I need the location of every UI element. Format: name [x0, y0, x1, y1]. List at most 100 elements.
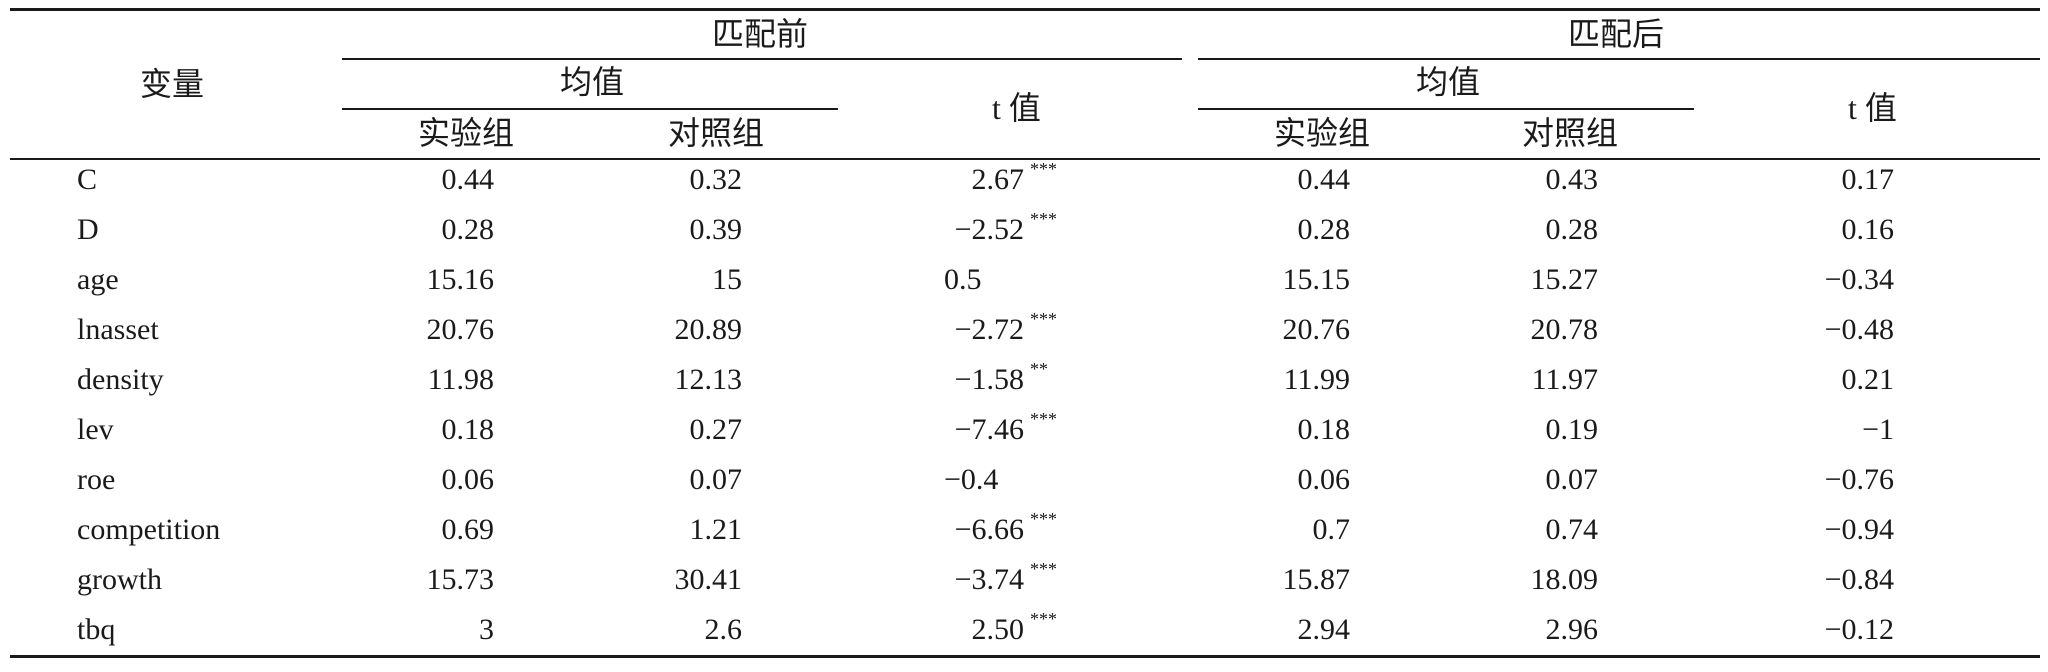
cell-variable: density — [77, 363, 164, 396]
tvalue-number: −1.58 — [954, 363, 1024, 396]
cell-before-tvalue: −3.74 *** — [940, 560, 1057, 596]
bottom-rule — [10, 655, 2040, 658]
cell-after-control: 0.28 — [1545, 213, 1599, 246]
cell-before-control: 0.39 — [689, 213, 743, 246]
header-after-matching: 匹配后 — [1568, 16, 1665, 52]
cell-after-treatment: 15.15 — [1282, 263, 1351, 296]
cell-variable: growth — [77, 563, 162, 596]
cell-after-tvalue: −0.12 — [1824, 613, 1894, 646]
cell-before-treatment: 0.06 — [441, 463, 495, 496]
cell-after-control: 0.07 — [1545, 463, 1599, 496]
cell-after-control: 0.43 — [1545, 163, 1599, 196]
cell-before-treatment: 20.76 — [426, 313, 495, 346]
after-group-rule — [1198, 58, 2040, 60]
header-after-treatment: 实验组 — [1274, 115, 1371, 151]
cell-after-tvalue: −1 — [1862, 413, 1894, 446]
cell-before-tvalue: −0.4 — [944, 465, 1004, 495]
cell-before-control: 0.32 — [689, 163, 743, 196]
header-after-tvalue: t 值 — [1848, 90, 1897, 126]
cell-before-control: 15 — [712, 263, 742, 296]
tvalue-number: −7.46 — [954, 413, 1024, 446]
cell-before-control: 1.21 — [689, 513, 743, 546]
cell-before-tvalue: −2.72 *** — [940, 310, 1057, 346]
header-before-tvalue: t 值 — [992, 90, 1041, 126]
header-before-mean: 均值 — [560, 64, 625, 100]
tvalue-number: −2.52 — [954, 213, 1024, 246]
cell-after-treatment: 15.87 — [1282, 563, 1351, 596]
cell-before-control: 30.41 — [674, 563, 743, 596]
cell-after-tvalue: 0.16 — [1841, 213, 1895, 246]
cell-before-control: 0.27 — [689, 413, 743, 446]
header-before-matching: 匹配前 — [712, 16, 809, 52]
header-rule — [10, 158, 2040, 160]
header-after-control: 对照组 — [1522, 115, 1619, 151]
cell-after-treatment: 0.44 — [1297, 163, 1351, 196]
significance-stars: *** — [1030, 309, 1057, 329]
cell-variable: C — [77, 163, 98, 196]
cell-before-tvalue: −1.58 ** — [940, 360, 1048, 396]
before-group-rule — [342, 58, 1182, 60]
cell-after-tvalue: −0.94 — [1824, 513, 1894, 546]
significance-stars: *** — [1030, 609, 1057, 629]
cell-before-treatment: 3 — [479, 613, 494, 646]
cell-after-control: 15.27 — [1530, 263, 1599, 296]
cell-before-treatment: 11.98 — [427, 363, 494, 396]
cell-variable: D — [77, 213, 99, 246]
cell-before-treatment: 0.69 — [441, 513, 495, 546]
cell-before-control: 2.6 — [704, 613, 743, 646]
cell-after-treatment: 0.7 — [1312, 513, 1351, 546]
cell-variable: lnasset — [77, 313, 159, 346]
significance-stars: *** — [1030, 159, 1057, 179]
header-variable: 变量 — [140, 66, 205, 102]
cell-before-treatment: 15.16 — [426, 263, 495, 296]
cell-before-treatment: 0.44 — [441, 163, 495, 196]
cell-variable: competition — [77, 513, 221, 546]
cell-after-control: 18.09 — [1530, 563, 1599, 596]
cell-variable: roe — [77, 463, 116, 496]
cell-after-tvalue: −0.76 — [1824, 463, 1894, 496]
after-mean-rule — [1198, 108, 1694, 110]
cell-after-control: 0.19 — [1545, 413, 1599, 446]
cell-after-tvalue: −0.34 — [1824, 263, 1894, 296]
cell-variable: age — [77, 263, 119, 296]
cell-variable: lev — [77, 413, 114, 446]
cell-before-tvalue: −6.66 *** — [940, 510, 1057, 546]
cell-before-control: 12.13 — [674, 363, 743, 396]
top-rule — [10, 8, 2040, 11]
cell-after-tvalue: −0.84 — [1824, 563, 1894, 596]
cell-after-tvalue: 0.17 — [1841, 163, 1895, 196]
cell-before-treatment: 15.73 — [426, 563, 495, 596]
cell-after-treatment: 0.18 — [1297, 413, 1351, 446]
before-mean-rule — [342, 108, 838, 110]
cell-after-control: 2.96 — [1545, 613, 1599, 646]
tvalue-number: 0.5 — [944, 263, 982, 296]
cell-after-treatment: 0.06 — [1297, 463, 1351, 496]
tvalue-number: −3.74 — [954, 563, 1024, 596]
cell-after-treatment: 20.76 — [1282, 313, 1351, 346]
cell-before-control: 20.89 — [674, 313, 743, 346]
cell-variable: tbq — [77, 613, 116, 646]
significance-stars: *** — [1030, 559, 1057, 579]
tvalue-number: −0.4 — [944, 463, 999, 496]
tvalue-number: −2.72 — [954, 313, 1024, 346]
cell-after-tvalue: 0.21 — [1841, 363, 1895, 396]
cell-after-control: 11.97 — [1531, 363, 1598, 396]
cell-after-treatment: 0.28 — [1297, 213, 1351, 246]
tvalue-number: −6.66 — [954, 513, 1024, 546]
cell-before-tvalue: −7.46 *** — [940, 410, 1057, 446]
cell-after-control: 0.74 — [1545, 513, 1599, 546]
cell-before-tvalue: 0.5 — [944, 265, 988, 295]
significance-stars: *** — [1030, 209, 1057, 229]
header-before-treatment: 实验组 — [418, 115, 515, 151]
cell-before-tvalue: 2.50 *** — [940, 610, 1058, 645]
cell-before-treatment: 0.18 — [441, 413, 495, 446]
cell-after-control: 20.78 — [1530, 313, 1599, 346]
significance-stars: *** — [1030, 409, 1057, 429]
cell-before-tvalue: 2.67 *** — [940, 160, 1058, 195]
cell-after-tvalue: −0.48 — [1824, 313, 1894, 346]
cell-after-treatment: 11.99 — [1283, 363, 1350, 396]
cell-after-treatment: 2.94 — [1297, 613, 1351, 646]
cell-before-treatment: 0.28 — [441, 213, 495, 246]
cell-before-tvalue: −2.52 *** — [940, 210, 1057, 246]
